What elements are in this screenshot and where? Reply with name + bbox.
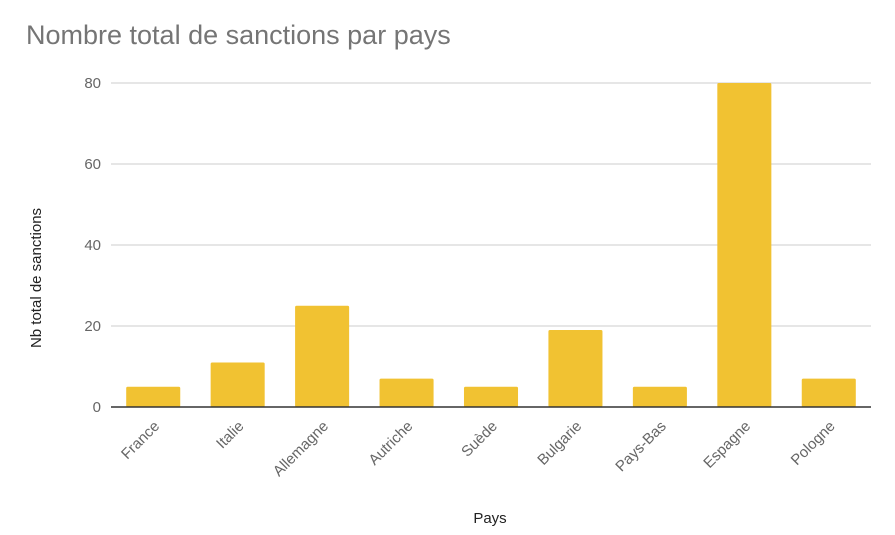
y-tick-label-0: 0 [93,399,101,416]
bars [126,83,856,407]
x-tick-label-espagne: Espagne [700,418,754,472]
y-tick-label-80: 80 [84,75,101,92]
y-tick-label-40: 40 [84,237,101,254]
y-tick-label-60: 60 [84,156,101,173]
bar-espagne [717,83,772,407]
bar-suède [463,386,519,407]
bar-pologne [801,378,856,407]
x-tick-label-allemagne: Allemagne [270,418,332,480]
bar-italie [210,362,265,407]
bar-autriche [379,378,434,407]
x-tick-label-italie: Italie [213,418,247,452]
y-tick-label-20: 20 [84,318,101,335]
x-tick-label-autriche: Autriche [365,418,416,469]
y-axis-title: Nb total de sanctions [28,208,45,348]
x-tick-label-bulgarie: Bulgarie [534,418,585,469]
bar-allemagne [295,305,350,407]
x-tick-label-france: France [118,418,163,463]
x-axis-title: Pays [473,510,506,527]
x-tick-label-pologne: Pologne [788,418,839,469]
x-tick-label-pays-bas: Pays-Bas [612,418,669,475]
bar-france [126,386,181,407]
chart-title: Nombre total de sanctions par pays [26,20,451,50]
x-tick-label-suède: Suède [458,418,501,461]
bar-bulgarie [548,330,603,407]
bar-pays-bas [632,386,687,407]
